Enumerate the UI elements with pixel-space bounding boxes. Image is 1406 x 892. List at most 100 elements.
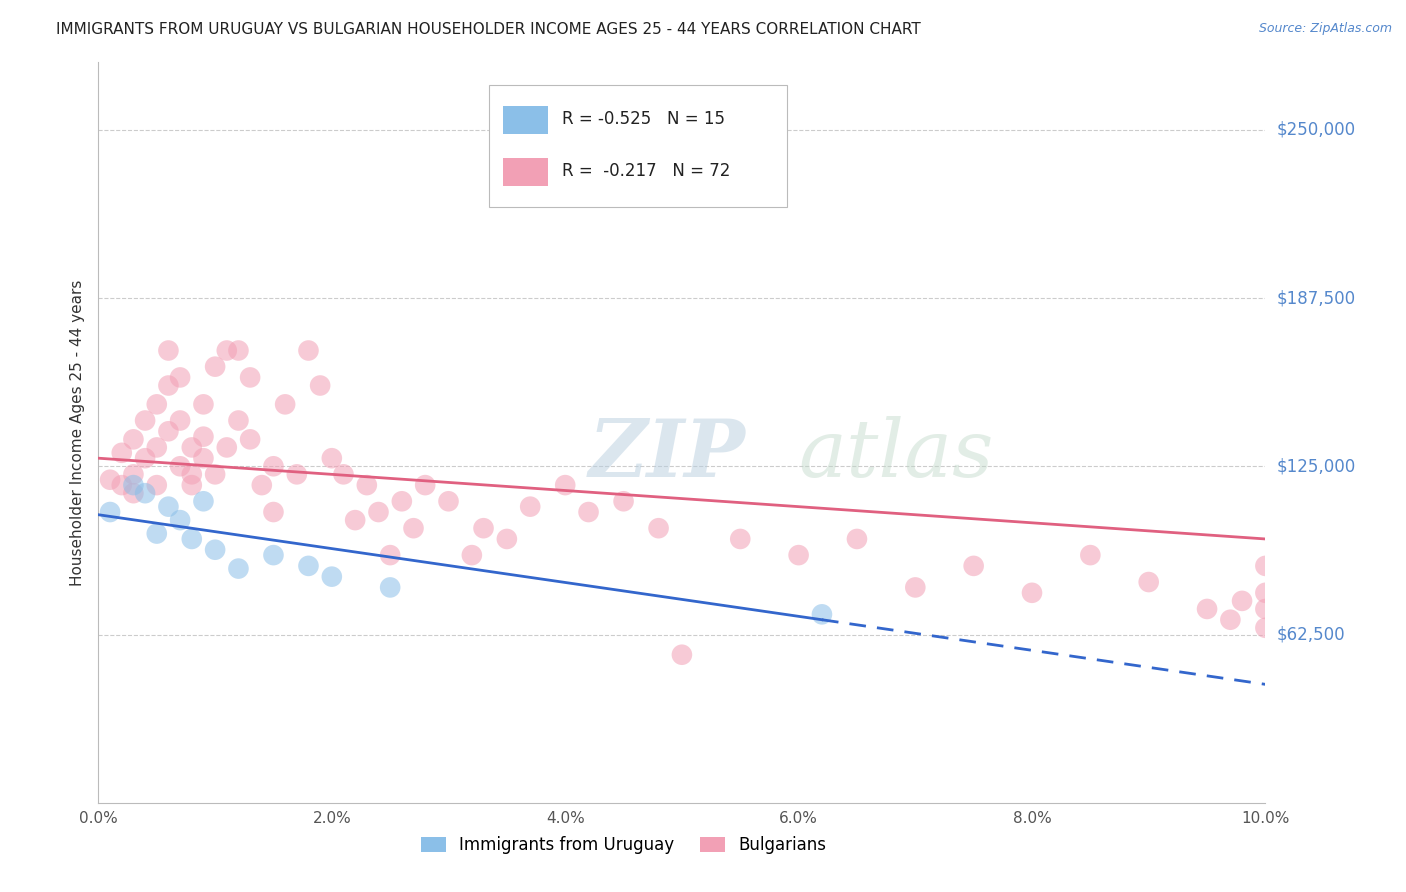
Point	[321, 569, 343, 583]
Text: IMMIGRANTS FROM URUGUAY VS BULGARIAN HOUSEHOLDER INCOME AGES 25 - 44 YEARS CORRE: IMMIGRANTS FROM URUGUAY VS BULGARIAN HOU…	[56, 22, 921, 37]
Point	[274, 397, 297, 411]
Point	[578, 505, 600, 519]
Bar	[503, 158, 548, 186]
Bar	[503, 106, 548, 135]
Point	[228, 343, 250, 358]
Point	[193, 494, 215, 508]
Point	[180, 441, 202, 455]
Point	[321, 451, 343, 466]
Point	[157, 378, 180, 392]
Point	[134, 413, 156, 427]
Point	[180, 467, 202, 482]
Text: $187,500: $187,500	[1277, 289, 1355, 307]
Point	[193, 451, 215, 466]
Text: Source: ZipAtlas.com: Source: ZipAtlas.com	[1258, 22, 1392, 36]
Point	[647, 521, 669, 535]
Point	[285, 467, 308, 482]
FancyBboxPatch shape	[489, 85, 787, 207]
Point	[146, 441, 169, 455]
Point	[134, 486, 156, 500]
Point	[461, 548, 484, 562]
Point	[1219, 613, 1241, 627]
Point	[122, 467, 145, 482]
Point	[1021, 586, 1043, 600]
Point	[228, 561, 250, 575]
Point	[239, 433, 262, 447]
Point	[380, 548, 402, 562]
Point	[122, 478, 145, 492]
Point	[962, 558, 984, 573]
Text: $125,000: $125,000	[1277, 458, 1355, 475]
Point	[846, 532, 869, 546]
Point	[472, 521, 495, 535]
Point	[1230, 594, 1253, 608]
Point	[180, 532, 202, 546]
Point	[215, 343, 238, 358]
Point	[157, 500, 180, 514]
Point	[204, 467, 226, 482]
Point	[344, 513, 367, 527]
Point	[228, 413, 250, 427]
Point	[496, 532, 519, 546]
Point	[111, 446, 134, 460]
Text: $250,000: $250,000	[1277, 120, 1355, 139]
Point	[391, 494, 413, 508]
Point	[146, 526, 169, 541]
Point	[215, 441, 238, 455]
Point	[169, 459, 191, 474]
Point	[193, 430, 215, 444]
Point	[134, 451, 156, 466]
Point	[169, 370, 191, 384]
Point	[111, 478, 134, 492]
Point	[262, 505, 284, 519]
Point	[204, 359, 226, 374]
Y-axis label: Householder Income Ages 25 - 44 years: Householder Income Ages 25 - 44 years	[69, 279, 84, 586]
Point	[169, 513, 191, 527]
Point	[1254, 586, 1277, 600]
Point	[402, 521, 425, 535]
Point	[122, 486, 145, 500]
Point	[146, 478, 169, 492]
Point	[1137, 575, 1160, 590]
Point	[787, 548, 810, 562]
Point	[262, 548, 284, 562]
Text: R =  -0.217   N = 72: R = -0.217 N = 72	[562, 162, 730, 180]
Point	[157, 343, 180, 358]
Point	[1254, 602, 1277, 616]
Point	[146, 397, 169, 411]
Point	[671, 648, 693, 662]
Point	[1080, 548, 1102, 562]
Point	[1254, 558, 1277, 573]
Point	[1195, 602, 1218, 616]
Text: atlas: atlas	[799, 416, 994, 493]
Point	[309, 378, 332, 392]
Point	[380, 581, 402, 595]
Point	[98, 473, 121, 487]
Point	[297, 558, 319, 573]
Point	[122, 433, 145, 447]
Text: $62,500: $62,500	[1277, 625, 1346, 643]
Text: R = -0.525   N = 15: R = -0.525 N = 15	[562, 111, 724, 128]
Point	[250, 478, 273, 492]
Point	[437, 494, 460, 508]
Point	[1254, 621, 1277, 635]
Point	[730, 532, 752, 546]
Text: ZIP: ZIP	[589, 416, 745, 493]
Point	[239, 370, 262, 384]
Legend: Immigrants from Uruguay, Bulgarians: Immigrants from Uruguay, Bulgarians	[415, 830, 832, 861]
Point	[193, 397, 215, 411]
Point	[157, 424, 180, 438]
Point	[169, 413, 191, 427]
Point	[811, 607, 834, 622]
Point	[612, 494, 634, 508]
Point	[332, 467, 354, 482]
Point	[904, 581, 927, 595]
Point	[519, 500, 541, 514]
Point	[204, 542, 226, 557]
Point	[297, 343, 319, 358]
Point	[413, 478, 436, 492]
Point	[262, 459, 284, 474]
Point	[356, 478, 378, 492]
Point	[180, 478, 202, 492]
Point	[554, 478, 576, 492]
